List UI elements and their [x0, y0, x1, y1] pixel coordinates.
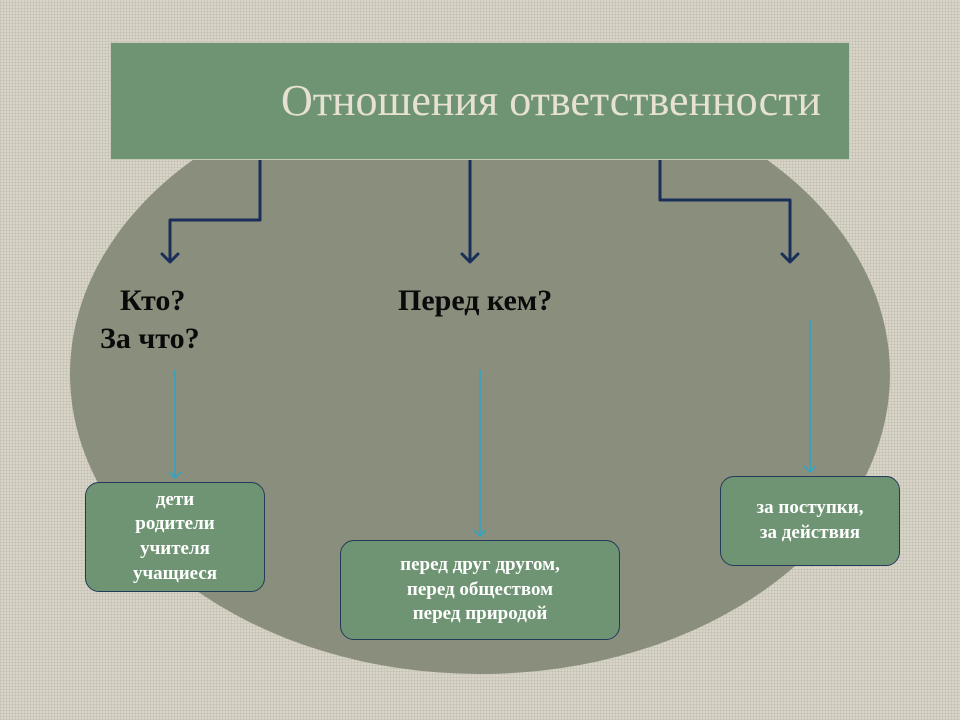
node-for-what-answers: за поступки,за действия	[720, 476, 900, 566]
node-before-whom-text: перед друг другом,перед обществомперед п…	[400, 553, 560, 627]
question-who: Кто?	[120, 284, 185, 318]
question-before-whom: Перед кем?	[398, 284, 552, 318]
node-before-whom-answers: перед друг другом,перед обществомперед п…	[340, 540, 620, 640]
title-box: Отношения ответственности	[110, 42, 850, 160]
title-text: Отношения ответственности	[281, 77, 821, 125]
node-for-what-text: за поступки,за действия	[757, 496, 864, 545]
question-for-what: За что?	[100, 322, 200, 356]
node-who-answers: детиродителиучителяучащиеся	[85, 482, 265, 592]
node-who-text: детиродителиучителяучащиеся	[133, 488, 217, 587]
